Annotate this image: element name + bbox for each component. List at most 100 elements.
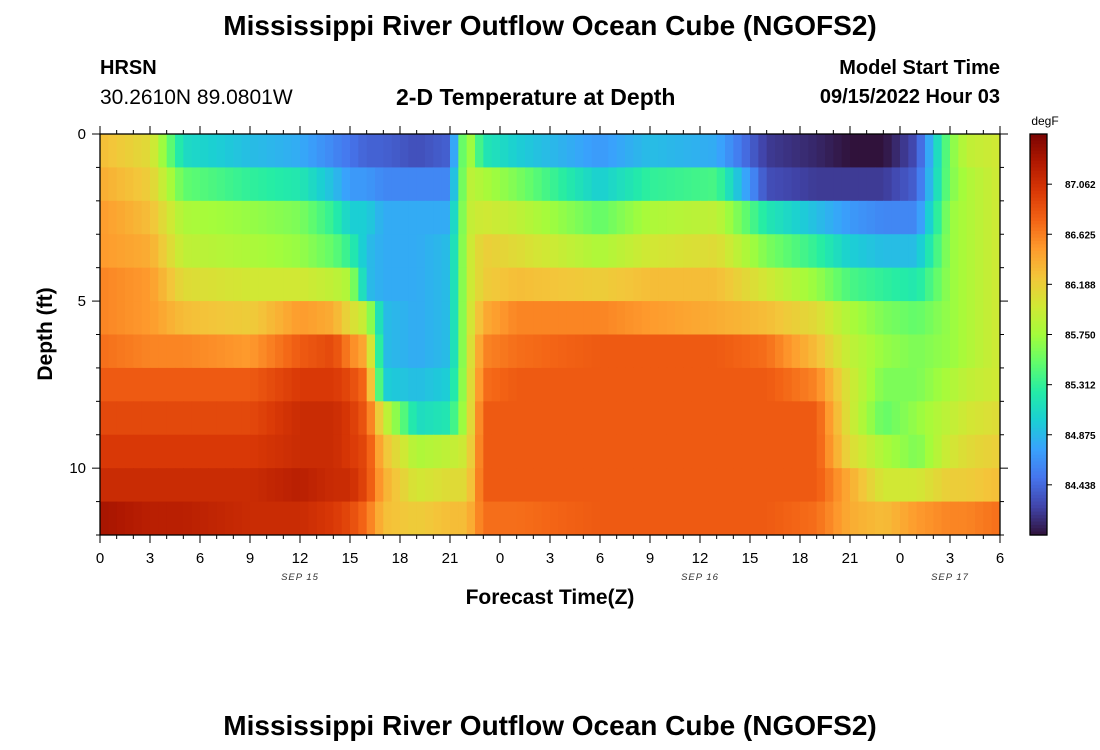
heatmap-cell <box>675 234 684 269</box>
colorbar-swatch <box>1030 411 1047 416</box>
heatmap-cell <box>950 468 959 503</box>
heatmap-cell <box>633 468 643 503</box>
heatmap-cell <box>400 134 409 169</box>
heatmap-cell <box>908 301 918 336</box>
heatmap-cell <box>183 434 193 469</box>
heatmap-cell <box>133 434 143 469</box>
heatmap-cell <box>716 468 726 503</box>
heatmap-cell <box>666 167 676 202</box>
heatmap-cell <box>950 334 959 369</box>
heatmap-cell <box>891 501 901 535</box>
colorbar-swatch <box>1030 451 1047 456</box>
heatmap-cell <box>108 501 118 535</box>
heatmap-cell <box>416 334 426 369</box>
heatmap-cell <box>925 134 934 169</box>
heatmap-cell <box>441 134 451 169</box>
x-tick-label: 9 <box>646 550 654 567</box>
heatmap-cell <box>583 334 593 369</box>
heatmap-cell <box>583 200 593 235</box>
heatmap-cell <box>808 468 818 503</box>
heatmap-cell <box>433 434 443 469</box>
heatmap-cell <box>466 301 476 336</box>
heatmap-cell <box>441 468 451 503</box>
heatmap-cell <box>641 134 651 169</box>
heatmap-cell <box>708 167 718 202</box>
heatmap-cell <box>275 501 284 535</box>
heatmap-cell <box>458 200 468 235</box>
heatmap-cell <box>833 167 843 202</box>
heatmap-cell <box>525 200 534 235</box>
heatmap-cell <box>258 434 268 469</box>
colorbar-swatch <box>1030 194 1047 199</box>
colorbar-swatch <box>1030 184 1047 189</box>
heatmap-cell <box>416 468 426 503</box>
heatmap-cell <box>258 401 268 436</box>
heatmap-cell <box>541 200 551 235</box>
heatmap-cell <box>175 367 184 402</box>
heatmap-cell <box>958 267 968 302</box>
heatmap-cell <box>483 401 493 436</box>
heatmap-cell <box>600 401 609 436</box>
x-tick-label: 3 <box>946 550 954 567</box>
heatmap-cell <box>875 468 884 503</box>
heatmap-cell <box>441 167 451 202</box>
heatmap-cell <box>841 401 851 436</box>
heatmap-cell <box>883 334 893 369</box>
heatmap-cell <box>533 167 543 202</box>
y-tick-label: 5 <box>78 293 86 310</box>
heatmap-cell <box>191 501 201 535</box>
colorbar-swatch <box>1030 331 1047 336</box>
heatmap-cell <box>150 367 159 402</box>
heatmap-cell <box>408 501 418 535</box>
heatmap-cell <box>633 267 643 302</box>
heatmap-cell <box>708 468 718 503</box>
heatmap-cell <box>441 234 451 269</box>
heatmap-cell <box>575 301 584 336</box>
heatmap-cell <box>291 134 301 169</box>
heatmap-cell <box>516 234 526 269</box>
colorbar-swatch <box>1030 257 1047 262</box>
heatmap-cell <box>850 401 859 436</box>
heatmap-cell <box>858 501 868 535</box>
heatmap-cell <box>541 267 551 302</box>
colorbar-swatch <box>1030 137 1047 142</box>
colorbar-swatch <box>1030 364 1047 369</box>
heatmap-cell <box>775 367 784 402</box>
heatmap-cell <box>866 200 876 235</box>
heatmap-cell <box>525 468 534 503</box>
heatmap-cell <box>941 468 951 503</box>
page-title-bottom: Mississippi River Outflow Ocean Cube (NG… <box>223 710 877 741</box>
heatmap-cell <box>925 334 934 369</box>
heatmap-cell <box>958 134 968 169</box>
colorbar-swatch <box>1030 150 1047 155</box>
heatmap-cell <box>350 468 359 503</box>
heatmap-cell <box>958 468 968 503</box>
heatmap-cell <box>166 167 176 202</box>
heatmap-cell <box>283 134 293 169</box>
heatmap-cell <box>358 234 368 269</box>
heatmap-cell <box>658 434 668 469</box>
heatmap-cell <box>758 434 768 469</box>
heatmap-cell <box>466 468 476 503</box>
heatmap-cell <box>916 401 926 436</box>
heatmap-cell <box>833 134 843 169</box>
heatmap-cell <box>416 301 426 336</box>
heatmap-cell <box>308 367 318 402</box>
heatmap-cell <box>775 434 784 469</box>
heatmap-cell <box>400 200 409 235</box>
heatmap-cell <box>266 434 276 469</box>
heatmap-cell <box>183 401 193 436</box>
heatmap-cell <box>116 167 126 202</box>
heatmap-cell <box>700 401 709 436</box>
heatmap-cell <box>158 501 168 535</box>
heatmap-cell <box>625 334 634 369</box>
heatmap-cell <box>458 134 468 169</box>
heatmap-cell <box>241 134 251 169</box>
heatmap-cell <box>308 200 318 235</box>
heatmap-cell <box>425 200 434 235</box>
heatmap-cell <box>925 200 934 235</box>
heatmap-cell <box>816 334 826 369</box>
heatmap-cell <box>766 468 776 503</box>
heatmap-cell <box>266 200 276 235</box>
heatmap-cell <box>825 401 834 436</box>
